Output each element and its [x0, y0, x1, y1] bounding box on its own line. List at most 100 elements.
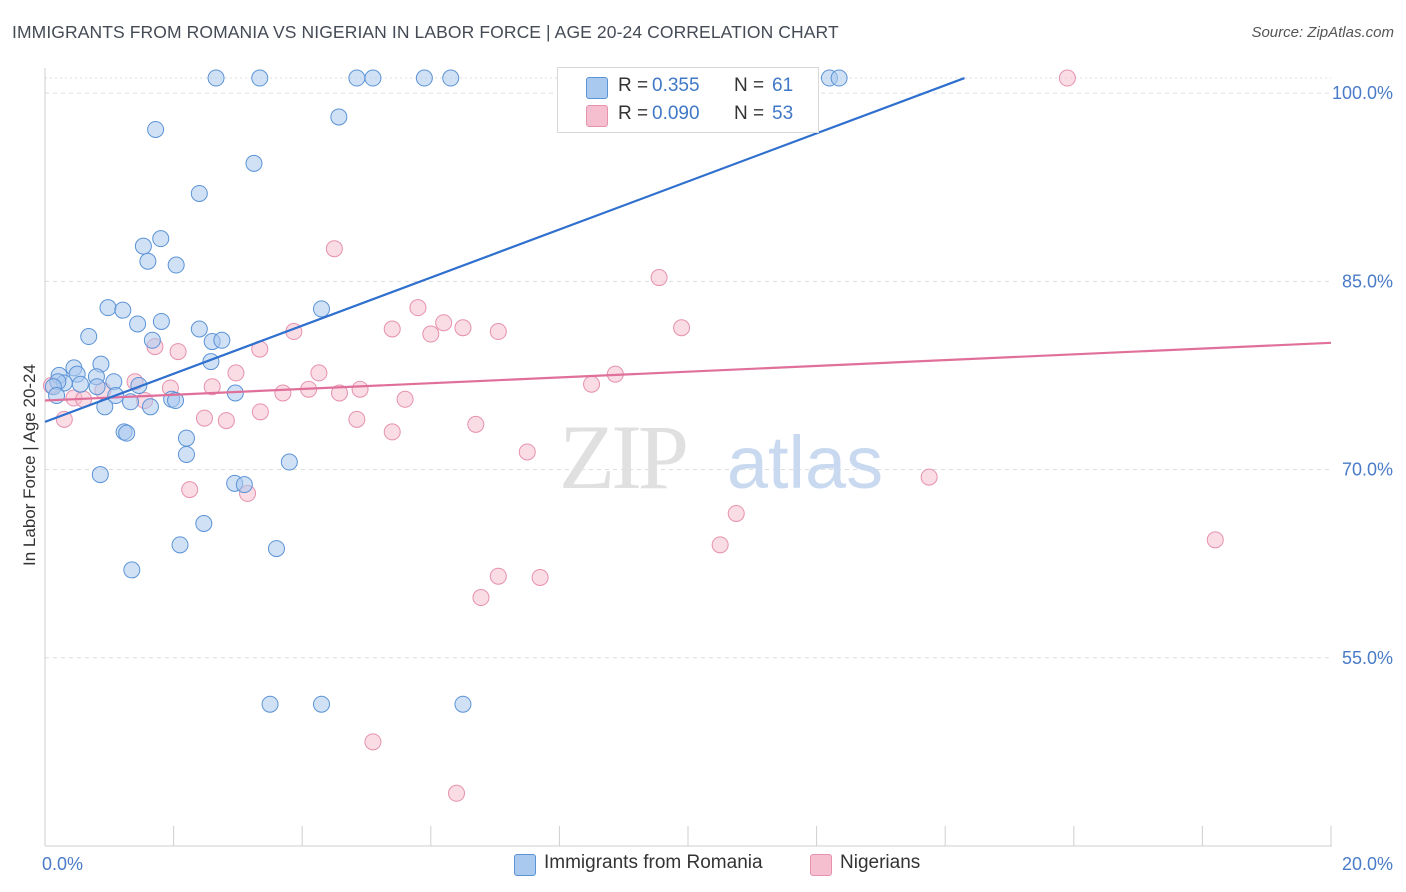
- bottom-legend-swatch-blue: [514, 854, 536, 876]
- data-point: [245, 154, 263, 172]
- data-point: [454, 319, 472, 337]
- y-tick-label: 100.0%: [1332, 83, 1393, 103]
- trend-line-nigerians: [44, 341, 1332, 402]
- trend-lines: [44, 77, 1332, 423]
- data-point: [152, 230, 170, 248]
- data-point: [139, 252, 157, 270]
- data-point: [91, 466, 109, 484]
- legend-r-label: R =: [618, 103, 649, 124]
- data-point: [442, 69, 460, 87]
- data-point: [472, 589, 490, 607]
- data-point: [123, 561, 141, 579]
- data-point: [190, 320, 208, 338]
- data-point: [261, 695, 279, 713]
- data-point: [435, 314, 453, 332]
- data-point: [114, 301, 132, 319]
- legend-box: R = 0.355 N = 61 R = 0.090 N = 53: [557, 67, 819, 133]
- axes: [44, 68, 1332, 847]
- y-tick-label: 85.0%: [1342, 271, 1393, 291]
- data-point: [152, 312, 170, 330]
- data-point: [422, 325, 440, 343]
- data-point: [830, 69, 848, 87]
- legend-r-label: R =: [618, 75, 649, 96]
- legend-swatch-blue: [586, 77, 608, 99]
- data-point: [364, 733, 382, 751]
- data-point: [727, 504, 745, 522]
- data-point: [141, 398, 159, 416]
- data-point: [177, 429, 195, 447]
- data-point: [130, 376, 148, 394]
- data-point: [235, 476, 253, 494]
- data-point: [330, 384, 348, 402]
- data-point: [203, 378, 221, 396]
- data-point: [267, 540, 285, 558]
- data-point: [207, 69, 225, 87]
- data-point: [348, 69, 366, 87]
- chart-title: IMMIGRANTS FROM ROMANIA VS NIGERIAN IN L…: [12, 22, 839, 42]
- legend-n-label: N =: [734, 75, 765, 96]
- data-point: [409, 299, 427, 317]
- data-point: [213, 331, 231, 349]
- data-point: [88, 378, 106, 396]
- watermark: ZIP atlas: [559, 406, 883, 508]
- data-point: [99, 299, 117, 317]
- bottom-legend-label: Immigrants from Romania: [544, 852, 763, 873]
- legend-swatch-pink: [586, 105, 608, 127]
- watermark-atlas: atlas: [727, 421, 883, 504]
- gridlines: [44, 77, 1332, 846]
- legend-n-label: N =: [734, 103, 765, 124]
- trend-line-romania: [44, 77, 965, 423]
- data-point: [227, 364, 245, 382]
- data-point: [217, 412, 235, 430]
- data-point: [143, 331, 161, 349]
- data-point: [169, 343, 187, 361]
- data-point: [195, 515, 213, 533]
- data-point: [325, 240, 343, 258]
- data-point: [673, 319, 691, 337]
- data-point: [1206, 531, 1224, 549]
- data-point: [312, 300, 330, 318]
- data-point: [650, 269, 668, 287]
- data-point: [177, 445, 195, 463]
- bottom-legend-swatch-pink: [810, 854, 832, 876]
- data-point: [280, 453, 298, 471]
- data-point: [181, 481, 199, 499]
- data-point: [351, 380, 369, 398]
- data-point: [312, 695, 330, 713]
- data-point: [129, 315, 147, 333]
- data-point: [711, 536, 729, 554]
- data-point: [467, 415, 485, 433]
- data-point: [190, 184, 208, 202]
- data-point: [415, 69, 433, 87]
- data-point: [383, 423, 401, 441]
- data-point: [167, 392, 185, 410]
- y-tick-label: 70.0%: [1342, 460, 1393, 480]
- data-point: [454, 695, 472, 713]
- data-point: [80, 328, 98, 346]
- data-point: [396, 390, 414, 408]
- data-point: [518, 443, 536, 461]
- data-point: [348, 410, 366, 428]
- data-point: [583, 375, 601, 393]
- data-point: [448, 784, 466, 802]
- data-point: [251, 403, 269, 421]
- data-point: [118, 424, 136, 442]
- tick-labels: 100.0% 85.0% 70.0% 55.0% 0.0% 20.0%: [42, 83, 1393, 874]
- source-credit: Source: ZipAtlas.com: [1251, 24, 1394, 41]
- y-axis-label: In Labor Force | Age 20-24: [20, 364, 39, 566]
- legend-r-value: 0.090: [652, 103, 700, 124]
- data-point: [167, 256, 185, 274]
- data-point: [171, 536, 189, 554]
- legend-r-value: 0.355: [652, 75, 700, 96]
- romania-points: [44, 69, 848, 713]
- data-point: [531, 568, 549, 586]
- legend-n-value: 53: [772, 103, 794, 124]
- data-point: [489, 323, 507, 341]
- data-point: [489, 567, 507, 585]
- data-point: [134, 237, 152, 255]
- data-point: [1058, 69, 1076, 87]
- legend-n-value: 61: [772, 75, 794, 96]
- data-point: [195, 409, 213, 427]
- data-point: [383, 320, 401, 338]
